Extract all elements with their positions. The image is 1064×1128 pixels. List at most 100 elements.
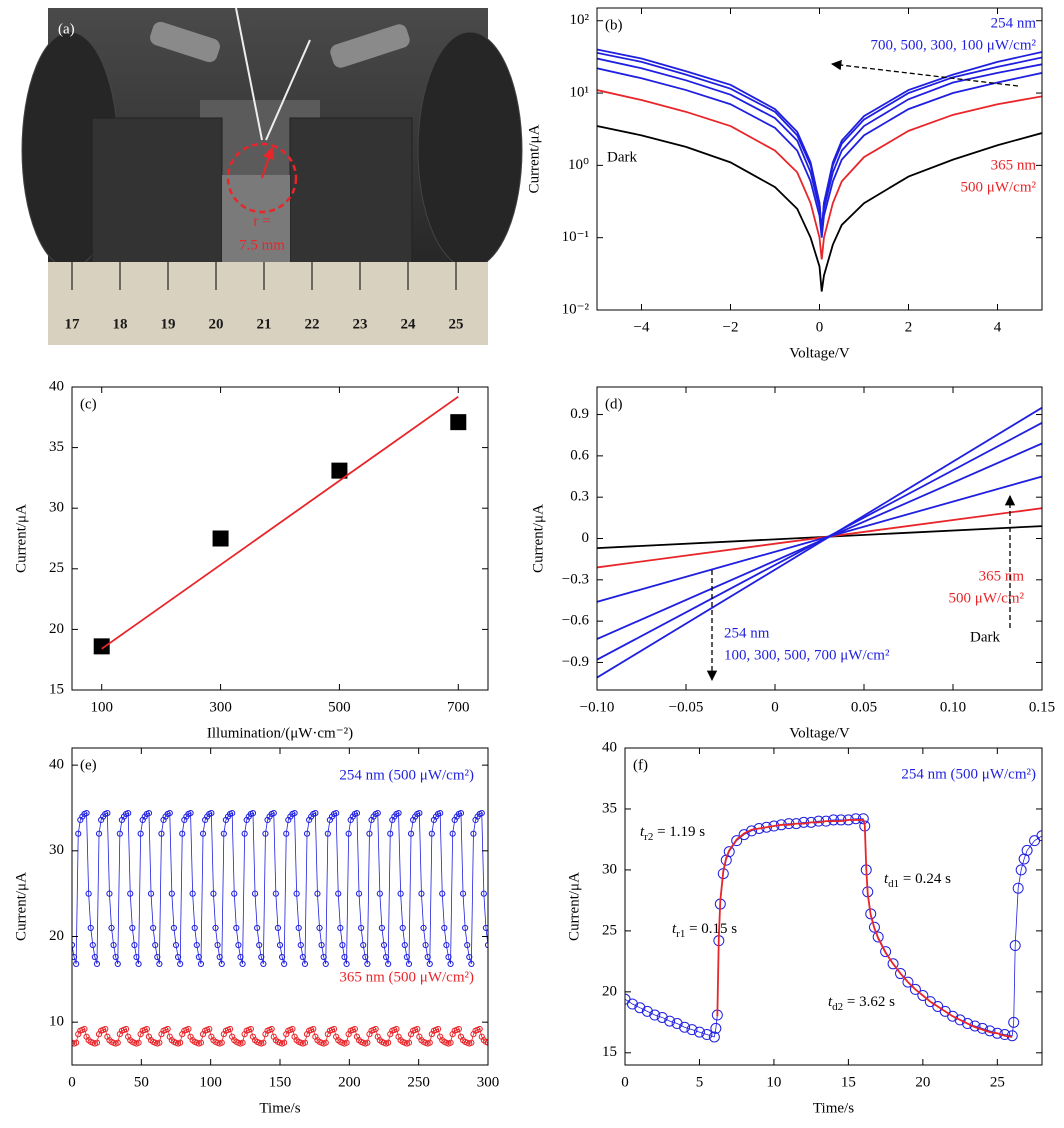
data-point	[478, 810, 485, 817]
data-point	[212, 530, 229, 547]
data-line	[597, 57, 1042, 235]
data-point	[312, 810, 319, 817]
data-point	[443, 941, 450, 949]
y-tick-label: 25	[49, 560, 64, 576]
data-point	[449, 830, 456, 837]
data-point	[424, 953, 431, 961]
annotation-part: = 0.15 s	[685, 921, 737, 937]
data-point	[104, 810, 111, 817]
data-point	[185, 1025, 192, 1033]
data-point	[156, 960, 163, 968]
data-point	[156, 1039, 163, 1046]
photo-wire	[235, 7, 263, 141]
data-point	[445, 953, 452, 961]
data-point	[220, 830, 227, 837]
annotation: 365 nm (500 μW/cm²)	[339, 969, 474, 985]
data-point	[316, 924, 323, 932]
annotation: td1 = 0.24 s	[884, 871, 951, 889]
data-point	[93, 1039, 101, 1046]
annotation-subscript: d1	[888, 878, 899, 890]
data-point	[249, 810, 257, 817]
data-point	[1009, 940, 1021, 952]
data-point	[168, 890, 175, 897]
data-point	[339, 941, 346, 949]
data-point	[299, 953, 306, 961]
data-point	[364, 960, 371, 968]
x-tick-label: 15	[841, 1074, 856, 1090]
data-point	[671, 1018, 683, 1030]
y-tick-label: 10⁻¹	[562, 229, 589, 245]
annotation-part: t	[640, 824, 645, 840]
data-point	[664, 1015, 676, 1027]
data-point	[701, 1029, 713, 1041]
y-axis-label: Current/μA	[13, 872, 29, 941]
data-line	[597, 48, 1042, 233]
data-point	[83, 810, 90, 817]
data-point	[355, 890, 363, 897]
data-point	[895, 968, 907, 980]
data-point	[154, 953, 161, 961]
data-point	[468, 960, 475, 968]
data-point	[437, 810, 444, 817]
data-point	[164, 1025, 171, 1033]
data-point	[195, 953, 202, 961]
data-point	[649, 1009, 661, 1021]
y-axis-label: Current/μA	[530, 504, 546, 573]
data-point	[450, 414, 467, 431]
data-point	[301, 1039, 309, 1046]
annotation: 700, 500, 300, 100 μW/cm²	[871, 37, 1037, 53]
y-tick-label: 25	[602, 922, 617, 938]
arrow	[830, 59, 1019, 87]
annotation: r =	[253, 213, 270, 229]
x-tick-label: 0	[771, 699, 779, 715]
data-point	[909, 983, 921, 995]
data-point	[152, 941, 159, 949]
x-tick-label: 5	[696, 1074, 704, 1090]
data-point	[641, 1005, 653, 1017]
data-point	[322, 1039, 329, 1046]
data-point	[679, 1021, 691, 1033]
annotation: 254 nm	[724, 625, 770, 641]
annotation-subscript: r1	[676, 928, 685, 940]
x-tick-label: 300	[477, 1074, 500, 1090]
plot-frame	[624, 747, 1043, 1066]
y-tick-label: 10²	[570, 12, 590, 28]
annotation: 500 μW/cm²	[961, 179, 1037, 195]
y-tick-label: 35	[49, 439, 64, 455]
x-tick-label: −0.10	[580, 699, 615, 715]
data-point	[260, 960, 267, 968]
data-point	[170, 924, 178, 932]
data-point	[147, 890, 155, 897]
y-tick-label: 0	[582, 530, 590, 546]
ruler-label: 24	[401, 316, 417, 332]
panel-label: (d)	[605, 396, 623, 412]
data-point	[738, 829, 750, 841]
data-point	[276, 941, 284, 949]
data-point	[254, 924, 261, 932]
data-point	[426, 1039, 433, 1046]
data-point	[303, 830, 311, 837]
y-tick-label: 10⁰	[568, 157, 589, 173]
data-point	[468, 1039, 475, 1046]
data-point	[439, 890, 446, 897]
data-point	[358, 924, 365, 932]
annotation-part: = 0.24 s	[899, 871, 951, 887]
data-point	[208, 810, 215, 817]
data-point	[476, 1025, 483, 1033]
data-line	[597, 125, 1042, 292]
data-point	[441, 924, 448, 932]
data-point	[127, 890, 134, 897]
data-point	[457, 810, 465, 817]
data-point	[95, 830, 103, 837]
annotation: 254 nm (500 μW/cm²)	[901, 766, 1036, 782]
annotation: 500 μW/cm²	[949, 590, 1025, 606]
data-point	[179, 830, 186, 837]
data-point	[93, 638, 110, 655]
data-point	[1021, 844, 1033, 856]
y-tick-label: 0.9	[570, 406, 589, 422]
x-tick-label: 0	[816, 319, 824, 335]
data-point	[880, 946, 892, 958]
photo-circle	[226, 142, 298, 214]
y-tick-label: 10	[49, 1014, 64, 1030]
